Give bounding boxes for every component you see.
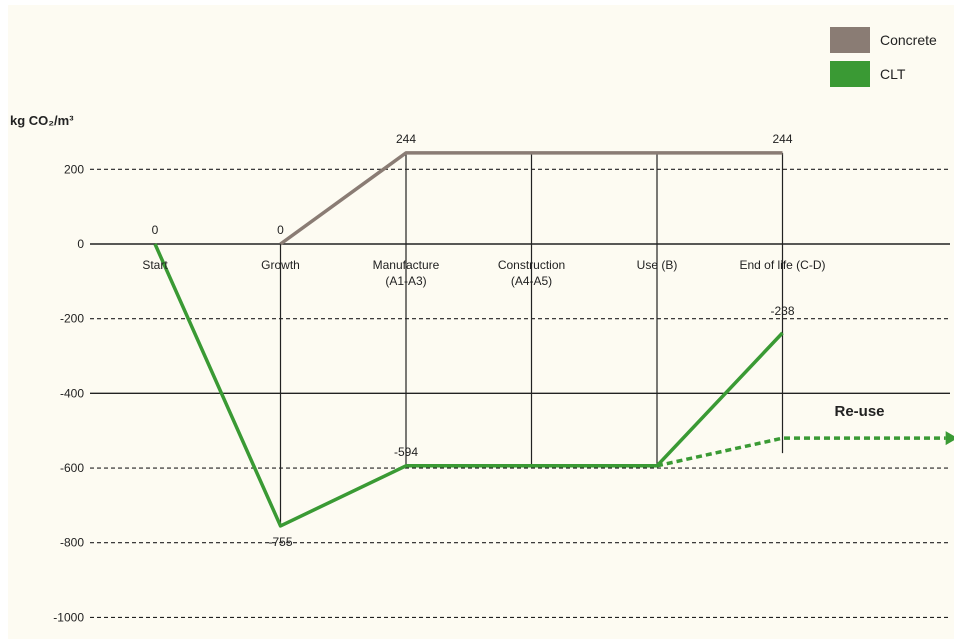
co2-chart: 200 0 -200 -400 -600 -800 -1000 Start Growth Man… [10,27,954,624]
data-label-clt-3: -238 [770,304,794,318]
legend-label-clt: CLT [880,66,906,82]
data-label-concrete-0: 0 [277,223,284,237]
category-label-3: Construction [498,258,565,272]
y-tick-5: -800 [60,536,84,550]
y-tick-4: -600 [60,461,84,475]
legend: Concrete CLT [830,27,937,87]
data-label-clt-1: -755 [268,535,292,549]
data-label-concrete-1: 244 [396,132,416,146]
series-line-clt [153,243,784,528]
data-label-clt-2: -594 [394,445,418,459]
data-label-clt-0: 0 [152,223,159,237]
reuse-arrowhead [945,431,954,446]
series-line-concrete [279,151,783,246]
category-label-4: Use (B) [637,258,678,272]
y-tick-1: 0 [77,237,84,251]
chart-area: 200 0 -200 -400 -600 -800 -1000 Start Growth Man… [8,5,954,639]
y-tick-3: -400 [60,386,84,400]
reuse-label: Re-use [835,403,885,420]
reuse-line [656,436,946,468]
legend-label-concrete: Concrete [880,32,937,48]
category-label-5: End of life (C-D) [739,258,825,272]
data-labels: Start Growth Manufacture (A1-A3) Constructio… [142,132,825,549]
category-sublabel-3: (A4-A5) [511,274,552,288]
legend-swatch-clt [830,61,870,87]
stage-lines [279,152,784,526]
y-axis-label: kg CO₂/m³ [10,113,74,128]
data-label-concrete-2: 244 [772,132,792,146]
category-label-1: Growth [261,258,300,272]
series-lines [153,151,954,528]
grid: 200 0 -200 -400 -600 -800 -1000 [53,162,950,624]
legend-swatch-concrete [830,27,870,53]
category-label-0: Start [142,258,168,272]
category-label-2: Manufacture [373,258,440,272]
category-sublabel-2: (A1-A3) [385,274,426,288]
y-tick-2: -200 [60,312,84,326]
y-tick-6: -1000 [53,610,84,624]
y-tick-0: 200 [64,162,84,176]
